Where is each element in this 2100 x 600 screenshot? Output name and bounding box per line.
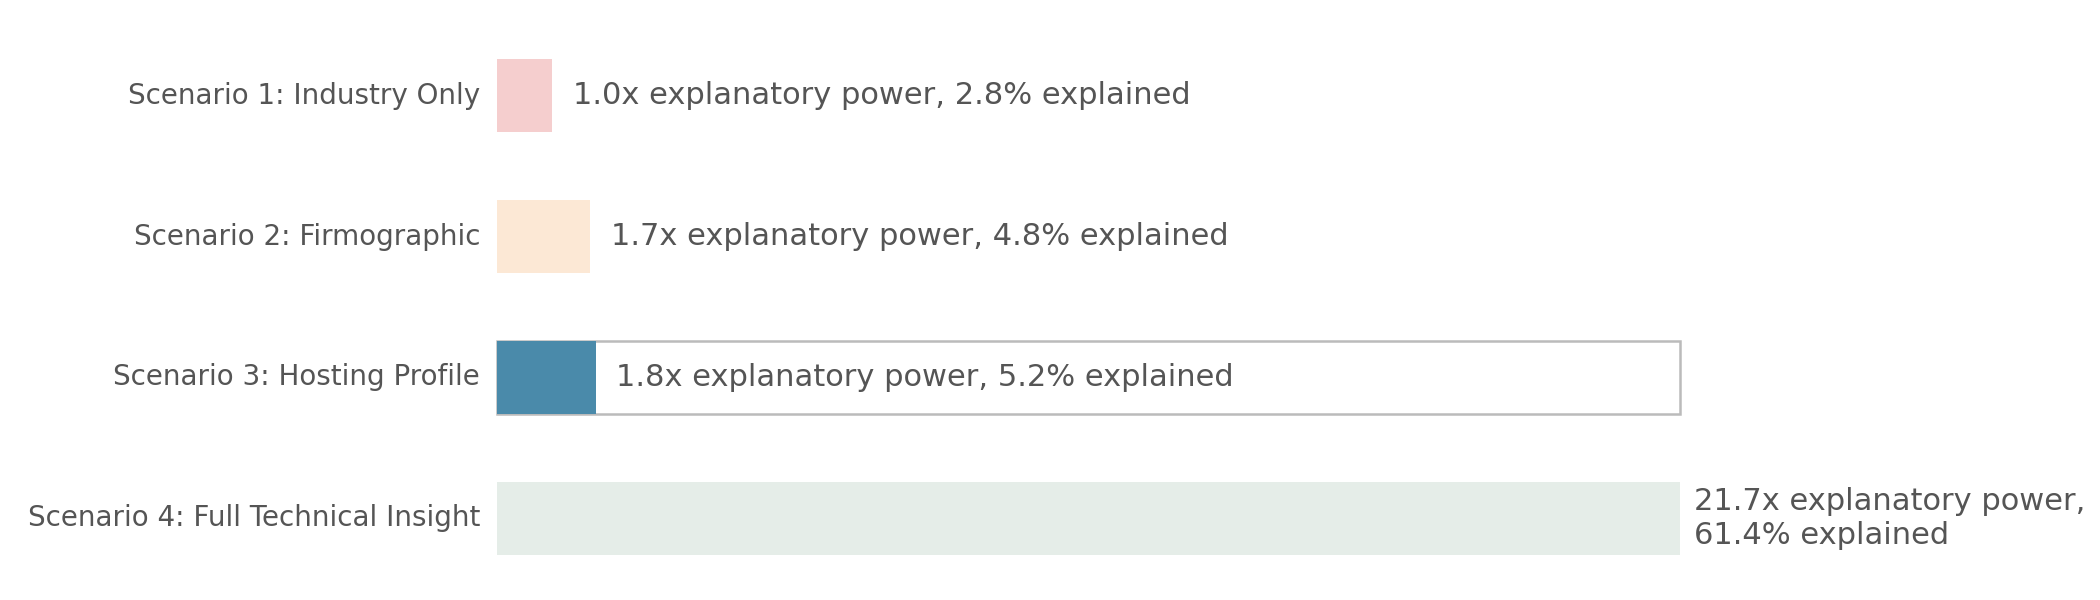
- Bar: [498, 341, 596, 414]
- Text: Scenario 3: Hosting Profile: Scenario 3: Hosting Profile: [113, 364, 481, 391]
- Bar: [498, 59, 552, 133]
- Text: 1.8x explanatory power, 5.2% explained: 1.8x explanatory power, 5.2% explained: [617, 363, 1235, 392]
- Text: Scenario 2: Firmographic: Scenario 2: Firmographic: [134, 223, 481, 251]
- Text: 1.7x explanatory power, 4.8% explained: 1.7x explanatory power, 4.8% explained: [611, 222, 1228, 251]
- Text: Scenario 1: Industry Only: Scenario 1: Industry Only: [128, 82, 481, 110]
- Bar: [498, 200, 590, 273]
- Text: Scenario 4: Full Technical Insight: Scenario 4: Full Technical Insight: [27, 505, 481, 532]
- Text: 21.7x explanatory power,
61.4% explained: 21.7x explanatory power, 61.4% explained: [1695, 487, 2085, 550]
- Bar: [498, 482, 1680, 555]
- Text: 1.0x explanatory power, 2.8% explained: 1.0x explanatory power, 2.8% explained: [573, 81, 1191, 110]
- Bar: [498, 341, 1680, 414]
